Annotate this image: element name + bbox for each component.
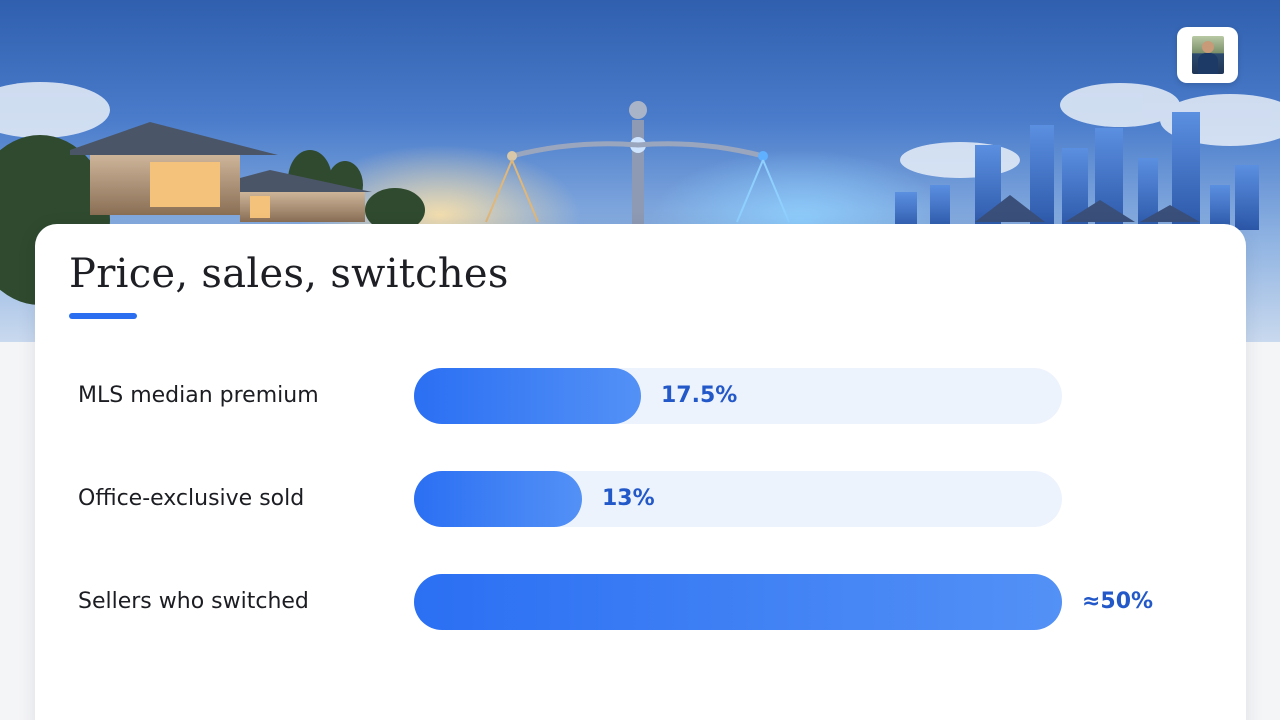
bar-value-label: ≈50% [1082,589,1154,614]
bar [414,471,582,527]
bar-chart: MLS median premium 17.5% Office-exclusive … [35,224,1246,720]
avatar[interactable] [1177,27,1238,83]
profile-photo-icon [1191,36,1224,74]
house-icon [975,195,1200,222]
bar-label: Sellers who switched [78,589,309,614]
bar-track [414,471,1062,527]
bar [414,574,1062,630]
bar-label: MLS median premium [78,383,319,408]
bar-value-label: 17.5% [661,383,738,408]
bar-value-label: 13% [602,486,655,511]
house-icon [70,122,372,222]
content-card: Price, sales, switches MLS median premiu… [35,224,1246,720]
scale-icon [485,101,790,230]
title-underline [69,313,137,319]
bar [414,368,641,424]
slide-title: Price, sales, switches [69,251,509,297]
bar-track [414,368,1062,424]
bar-track [414,574,1062,630]
bar-label: Office-exclusive sold [78,486,305,511]
